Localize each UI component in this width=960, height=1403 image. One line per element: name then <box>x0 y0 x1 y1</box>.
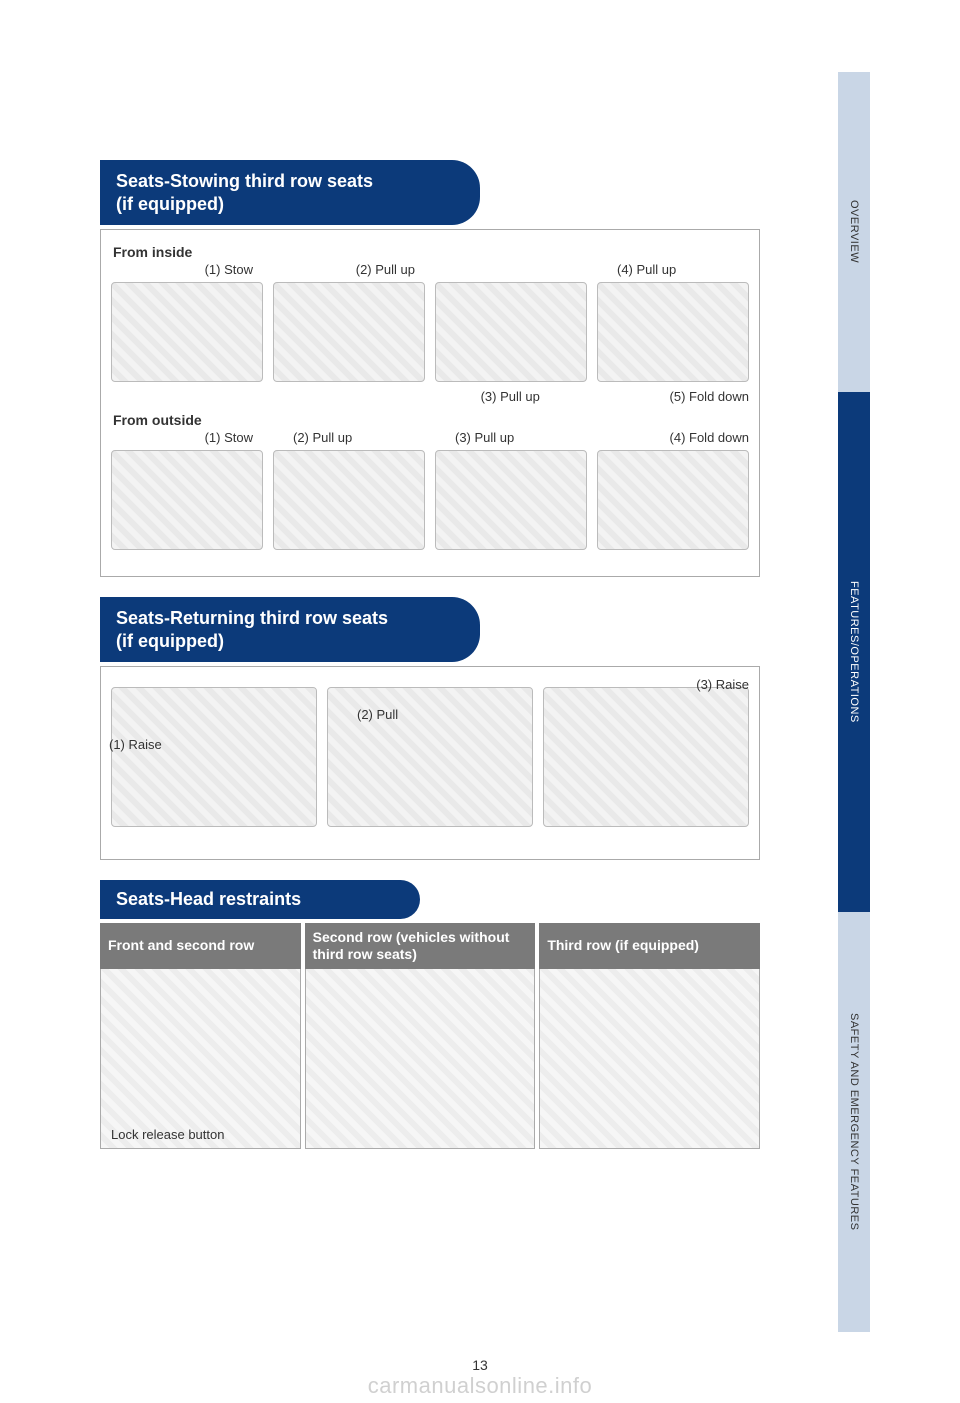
section3-header: Seats-Head restraints <box>100 880 420 919</box>
diagram-icon <box>111 450 263 550</box>
outside-step-3: (3) Pull up <box>435 434 587 554</box>
section2-title-line1: Seats-Returning third row seats <box>116 608 388 628</box>
section2-header: Seats-Returning third row seats (if equi… <box>100 597 480 662</box>
outside-row: (1) Stow (2) Pull up (3) Pull up (4) Fol… <box>111 434 749 554</box>
return-step-1: (1) Raise <box>111 677 317 837</box>
outside-step-2: (2) Pull up <box>273 434 425 554</box>
hr-col1-body: Lock release button <box>100 969 301 1149</box>
from-outside-label: From outside <box>113 412 749 428</box>
watermark: carmanualsonline.info <box>0 1373 960 1399</box>
hr-col-1: Front and second row Lock release button <box>100 923 301 1149</box>
inside-step3-caption: (3) Pull up <box>481 389 540 404</box>
hr-col-2: Second row (vehicles without third row s… <box>305 923 536 1149</box>
outside-step3-caption: (3) Pull up <box>455 430 514 445</box>
returning-row: (1) Raise (2) Pull (3) Raise <box>111 677 749 837</box>
diagram-icon <box>597 282 749 382</box>
diagram-icon <box>543 687 749 827</box>
outside-step-4: (4) Fold down <box>597 434 749 554</box>
inside-step-1: (1) Stow <box>111 266 263 386</box>
hr-col1-header: Front and second row <box>100 923 301 969</box>
return-step2-caption: (2) Pull <box>357 707 398 722</box>
section2-box: (1) Raise (2) Pull (3) Raise <box>100 666 760 860</box>
diagram-icon <box>273 450 425 550</box>
diagram-icon <box>435 450 587 550</box>
diagram-icon <box>435 282 587 382</box>
hr-col3-header: Third row (if equipped) <box>539 923 760 969</box>
page-content: Seats-Stowing third row seats (if equipp… <box>100 160 760 1149</box>
diagram-icon <box>111 282 263 382</box>
outside-step4-caption: (4) Fold down <box>670 430 749 445</box>
tab-features: FEATURES/OPERATIONS <box>838 392 870 912</box>
side-tabs: OVERVIEW FEATURES/OPERATIONS SAFETY AND … <box>838 72 870 1332</box>
page-number: 13 <box>0 1357 960 1373</box>
lock-release-label: Lock release button <box>111 1127 224 1142</box>
inside-step-3: (3) Pull up <box>435 266 587 386</box>
section3-title: Seats-Head restraints <box>116 889 301 909</box>
diagram-icon <box>597 450 749 550</box>
return-step3-caption: (3) Raise <box>696 677 749 692</box>
outside-step1-caption: (1) Stow <box>205 430 253 445</box>
section1-box: From inside (1) Stow (2) Pull up (3) Pul… <box>100 229 760 577</box>
hr-col-3: Third row (if equipped) <box>539 923 760 1149</box>
section1-header: Seats-Stowing third row seats (if equipp… <box>100 160 480 225</box>
return-step-2: (2) Pull <box>327 677 533 837</box>
return-step1-caption: (1) Raise <box>109 737 162 752</box>
inside-step1-caption: (1) Stow <box>205 262 253 277</box>
inside-step5-caption: (5) Fold down <box>670 389 749 404</box>
outside-step-1: (1) Stow <box>111 434 263 554</box>
inside-step-4-5: (4) Pull up (5) Fold down <box>597 266 749 386</box>
section1-title-line2: (if equipped) <box>116 194 224 214</box>
inside-step-2: (2) Pull up <box>273 266 425 386</box>
hr-col2-header: Second row (vehicles without third row s… <box>305 923 536 969</box>
diagram-icon <box>273 282 425 382</box>
outside-step2-caption: (2) Pull up <box>293 430 352 445</box>
tab-overview: OVERVIEW <box>838 72 870 392</box>
inside-row: (1) Stow (2) Pull up (3) Pull up (4) Pul… <box>111 266 749 386</box>
hr-col2-body <box>305 969 536 1149</box>
return-step-3: (3) Raise <box>543 677 749 837</box>
section1-title-line1: Seats-Stowing third row seats <box>116 171 373 191</box>
inside-step2-caption: (2) Pull up <box>356 262 415 277</box>
hr-col3-body <box>539 969 760 1149</box>
section2-title-line2: (if equipped) <box>116 631 224 651</box>
tab-safety: SAFETY AND EMERGENCY FEATURES <box>838 912 870 1332</box>
head-restraints-table: Front and second row Lock release button… <box>100 923 760 1149</box>
from-inside-label: From inside <box>113 244 749 260</box>
inside-step4-caption: (4) Pull up <box>617 262 676 277</box>
diagram-icon <box>111 687 317 827</box>
